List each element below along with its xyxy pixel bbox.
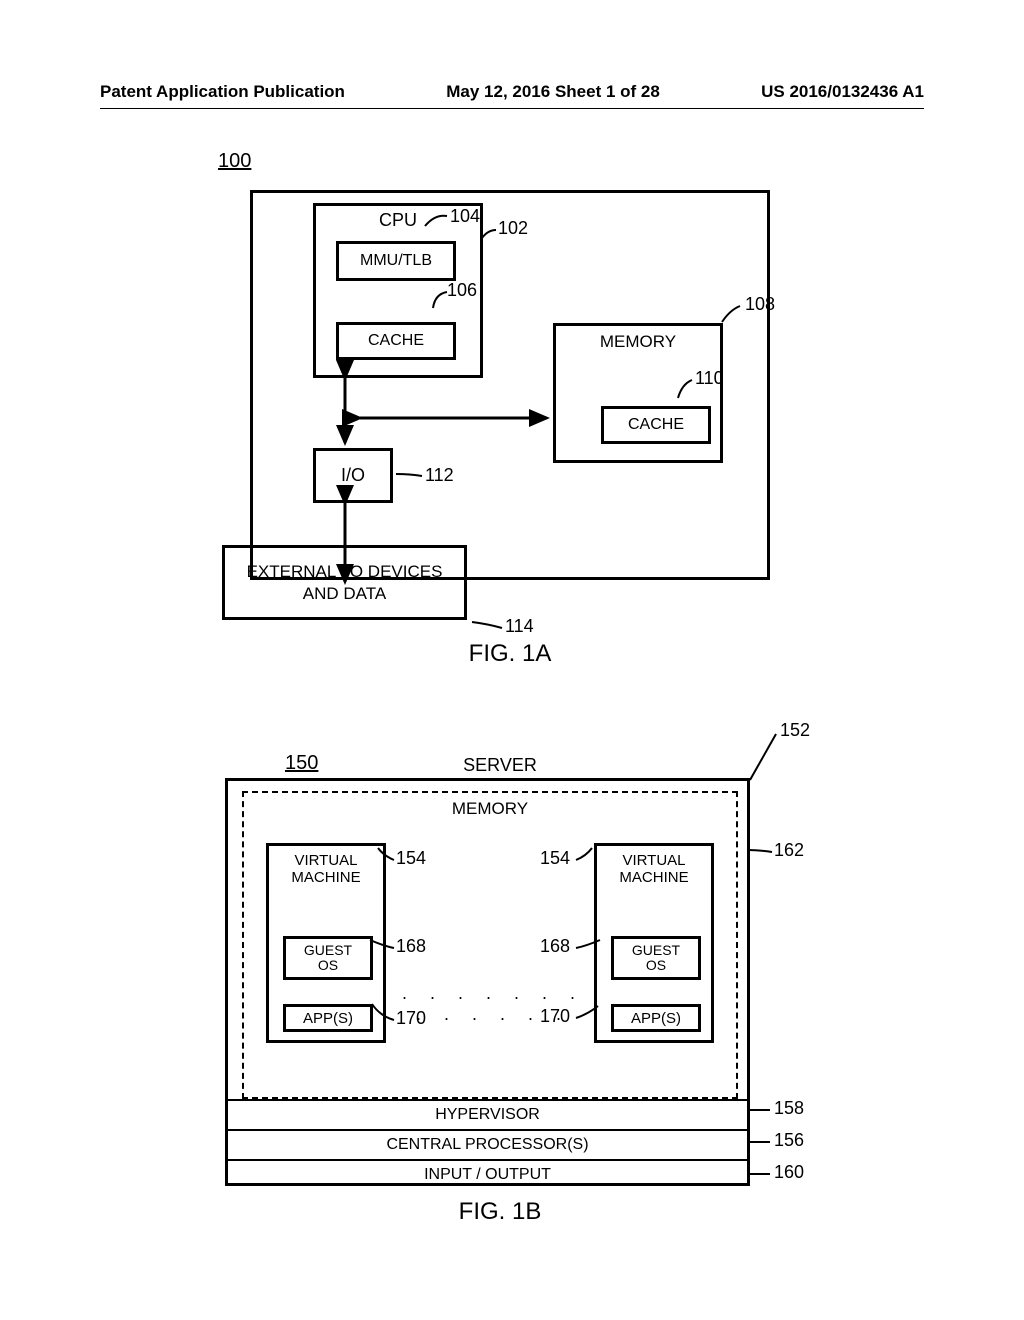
io-box: I/O	[313, 448, 393, 503]
ref-100: 100	[218, 150, 251, 173]
ref-156: 156	[774, 1130, 804, 1151]
fig1b-caption: FIG. 1B	[220, 1198, 780, 1226]
page: Patent Application Publication May 12, 2…	[0, 0, 1024, 1320]
ref-160: 160	[774, 1162, 804, 1183]
cpu-cache-box: CACHE	[336, 322, 456, 360]
external-io-label: EXTERNAL I/O DEVICES AND DATA	[247, 561, 443, 604]
memory-dashed-box: MEMORY VIRTUAL MACHINE GUEST OS APP(S) V…	[242, 791, 738, 1099]
vm-box-right: VIRTUAL MACHINE GUEST OS APP(S)	[594, 843, 714, 1043]
ref-170-right: 170	[540, 1006, 570, 1027]
guest-os-box-left: GUEST OS	[283, 936, 373, 980]
memory-cache-box: CACHE	[601, 406, 711, 444]
server-label: SERVER	[220, 755, 780, 776]
ref-168-left: 168	[396, 936, 426, 957]
ref-110: 110	[695, 368, 724, 389]
ref-154-left: 154	[396, 848, 426, 869]
header-right: US 2016/0132436 A1	[761, 82, 924, 102]
memory-label-1b: MEMORY	[244, 799, 736, 819]
apps-box-right: APP(S)	[611, 1004, 701, 1032]
hypervisor-row: HYPERVISOR	[228, 1099, 747, 1129]
vm-box-left: VIRTUAL MACHINE GUEST OS APP(S)	[266, 843, 386, 1043]
ref-106: 106	[447, 280, 477, 301]
ref-168-right: 168	[540, 936, 570, 957]
mmu-tlb-box: MMU/TLB	[336, 241, 456, 281]
ref-112: 112	[425, 465, 454, 486]
external-io-box: EXTERNAL I/O DEVICES AND DATA	[222, 545, 467, 620]
ref-158: 158	[774, 1098, 804, 1119]
apps-box-left: APP(S)	[283, 1004, 373, 1032]
header-center: May 12, 2016 Sheet 1 of 28	[446, 82, 660, 102]
ref-108: 108	[745, 294, 775, 315]
ref-104: 104	[450, 206, 480, 227]
page-header: Patent Application Publication May 12, 2…	[0, 82, 1024, 102]
figure-1a: 100 CPU MMU/TLB CACHE MEMORY CACHE I/O E…	[240, 150, 780, 710]
memory-box: MEMORY CACHE	[553, 323, 723, 463]
header-left: Patent Application Publication	[100, 82, 345, 102]
header-rule	[100, 108, 924, 109]
server-box: MEMORY VIRTUAL MACHINE GUEST OS APP(S) V…	[225, 778, 750, 1186]
ref-102: 102	[498, 218, 528, 239]
vm-label-right: VIRTUAL MACHINE	[597, 846, 711, 887]
vm-label-left: VIRTUAL MACHINE	[269, 846, 383, 887]
ref-114: 114	[505, 616, 534, 637]
memory-label: MEMORY	[556, 332, 720, 352]
ref-162: 162	[774, 840, 804, 861]
fig1a-caption: FIG. 1A	[240, 640, 780, 668]
ref-152: 152	[780, 720, 810, 741]
guest-os-box-right: GUEST OS	[611, 936, 701, 980]
ref-170-left: 170	[396, 1008, 426, 1029]
figure-1b: 150 SERVER MEMORY VIRTUAL MACHINE GUEST …	[220, 720, 780, 1240]
system-box-100: CPU MMU/TLB CACHE MEMORY CACHE I/O	[250, 190, 770, 580]
input-output-row: INPUT / OUTPUT	[228, 1159, 747, 1189]
central-processors-row: CENTRAL PROCESSOR(S)	[228, 1129, 747, 1159]
ref-154-right: 154	[540, 848, 570, 869]
